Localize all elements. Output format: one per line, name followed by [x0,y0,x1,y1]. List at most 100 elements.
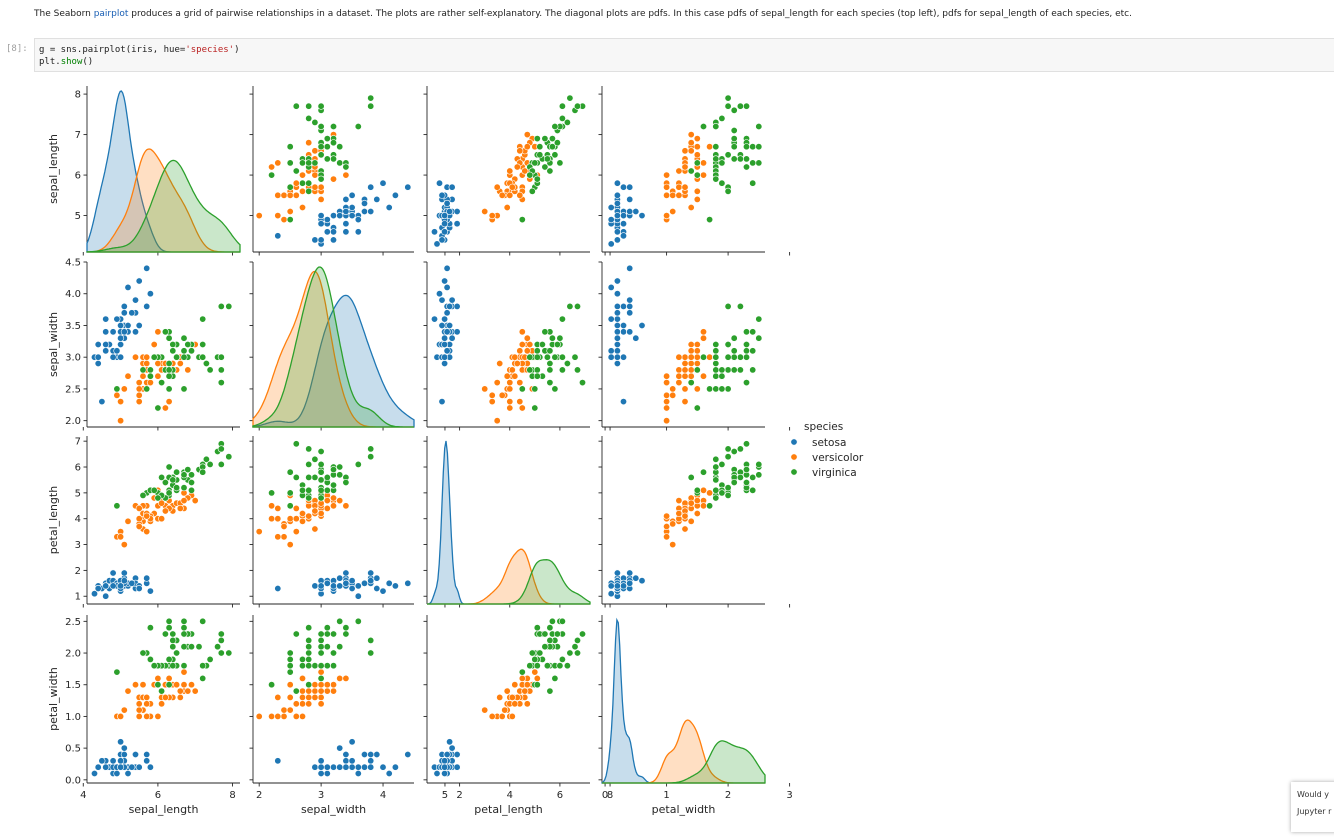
point-setosa [132,296,140,304]
point-versicolor [493,379,501,387]
point-versicolor [681,512,689,520]
point-virginica [206,366,214,374]
point-virginica [286,159,294,167]
point-virginica [311,455,319,463]
point-setosa [619,302,627,310]
point-versicolor [165,674,173,682]
point-versicolor [274,712,282,720]
point-setosa [98,398,106,406]
notification-popup[interactable]: Would y Jupyter r [1291,782,1334,832]
point-versicolor [311,171,319,179]
point-setosa [626,296,634,304]
point-virginica [336,471,344,479]
point-versicolor [523,131,531,139]
point-setosa [613,212,621,220]
point-virginica [724,366,732,374]
point-setosa [342,579,350,587]
point-setosa [613,569,621,577]
point-versicolor [687,499,695,507]
point-setosa [443,264,451,272]
point-versicolor [706,143,714,151]
point-setosa [143,302,151,310]
point-virginica [724,302,732,310]
point-virginica [548,334,556,342]
x-axis-label-sepal_width: sepal_width [301,803,366,816]
point-versicolor [506,404,514,412]
point-setosa [448,296,456,304]
point-versicolor [521,167,529,175]
point-setosa [342,220,350,228]
point-setosa [453,208,461,216]
point-versicolor [663,398,671,406]
point-virginica [199,662,207,670]
point-virginica [217,379,225,387]
point-virginica [225,453,233,461]
point-virginica [730,127,738,135]
point-virginica [749,366,757,374]
point-versicolor [317,681,325,689]
point-setosa [117,340,125,348]
point-versicolor [292,515,300,523]
point-versicolor [117,417,125,425]
point-virginica [323,624,331,632]
point-versicolor [681,353,689,361]
point-setosa [448,334,456,342]
code-cell[interactable]: g = sns.pairplot(iris, hue='species') pl… [34,38,1334,72]
point-versicolor [317,183,325,191]
point-virginica [367,94,375,102]
point-virginica [724,453,732,461]
point-virginica [546,366,554,374]
point-versicolor [274,159,282,167]
point-setosa [135,277,143,285]
point-versicolor [298,517,306,525]
point-versicolor [508,183,516,191]
point-versicolor [675,366,683,374]
point-setosa [441,315,449,323]
point-setosa [102,763,110,771]
point-virginica [749,143,757,151]
point-versicolor [513,359,521,367]
point-virginica [749,473,757,481]
point-versicolor [699,328,707,336]
point-versicolor [687,366,695,374]
point-virginica [528,187,536,195]
point-setosa [323,216,331,224]
point-virginica [292,167,300,175]
point-virginica [573,636,581,644]
point-versicolor [298,693,306,701]
point-setosa [441,220,449,228]
point-virginica [317,476,325,484]
point-setosa [613,347,621,355]
point-versicolor [523,700,531,708]
point-versicolor [176,359,184,367]
legend-marker-setosa [790,438,798,446]
point-virginica [528,649,536,657]
point-virginica [546,347,554,355]
x-tick-label: 6 [557,790,563,801]
pairplot-link[interactable]: pairplot [93,9,129,19]
point-virginica [749,486,757,494]
point-virginica [367,102,375,110]
point-setosa [613,236,621,244]
point-virginica [173,468,181,476]
point-setosa [342,757,350,765]
point-setosa [441,763,449,771]
point-setosa [367,750,375,758]
point-setosa [117,321,125,329]
point-setosa [329,236,337,244]
point-virginica [693,404,701,412]
x-tick-label: 4 [380,790,386,801]
point-virginica [199,468,207,476]
point-setosa [373,584,381,592]
point-virginica [706,502,714,510]
point-virginica [329,155,337,163]
point-virginica [311,473,319,481]
point-setosa [626,328,634,336]
point-virginica [286,502,294,510]
point-virginica [146,372,154,380]
point-virginica [742,340,750,348]
point-versicolor [663,391,671,399]
point-virginica [329,123,337,131]
point-versicolor [280,522,288,530]
point-versicolor [681,525,689,533]
